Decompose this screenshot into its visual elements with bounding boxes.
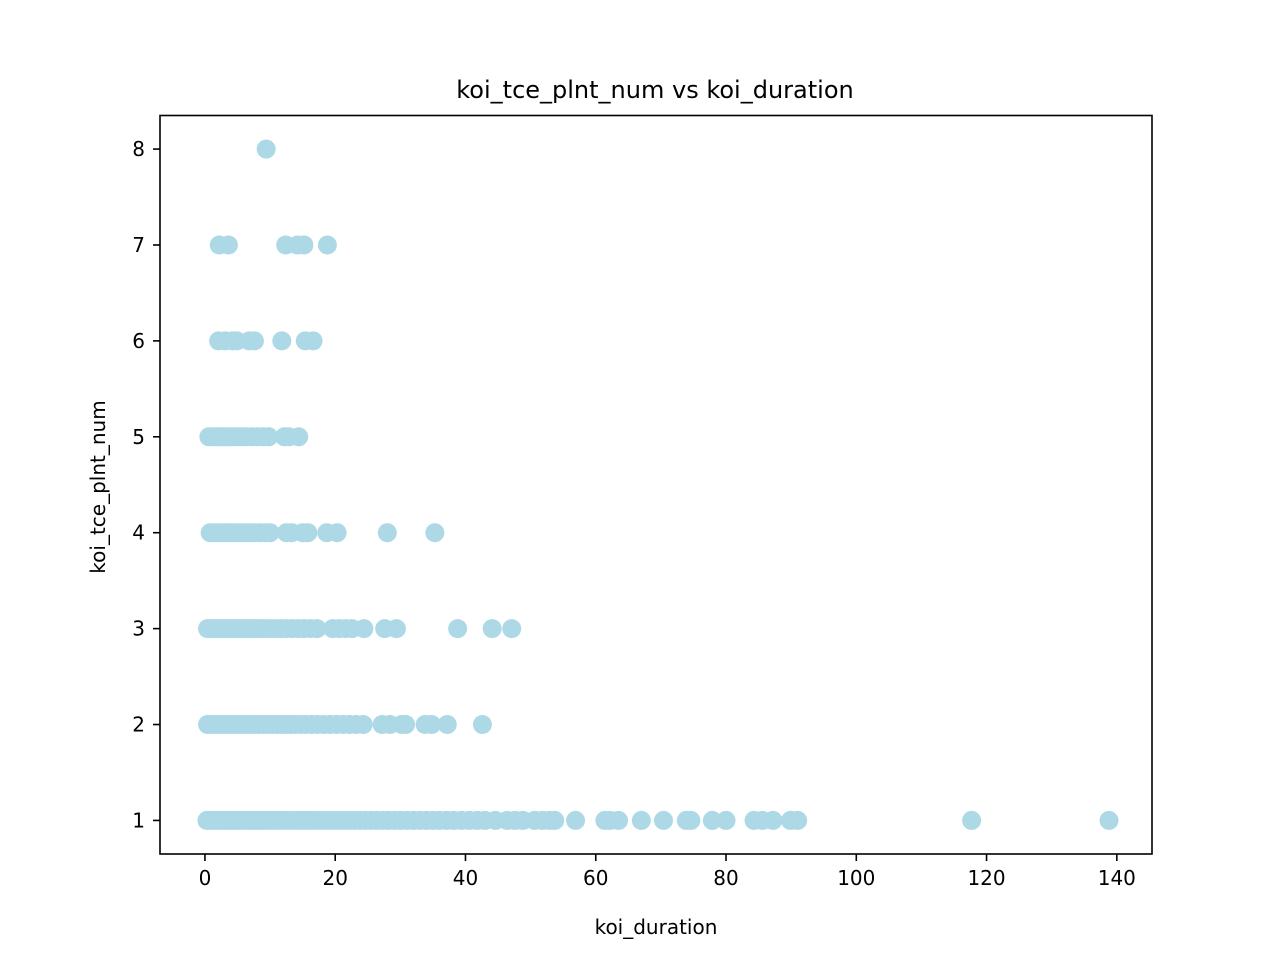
- y-tick-label: 3: [132, 617, 145, 641]
- data-point: [545, 810, 565, 830]
- data-point: [317, 235, 337, 255]
- data-point: [377, 523, 397, 543]
- y-tick-label: 5: [132, 425, 145, 449]
- data-point: [631, 810, 651, 830]
- data-point: [272, 331, 292, 351]
- x-axis-label: koi_duration: [595, 915, 718, 939]
- data-point: [354, 619, 374, 639]
- data-point: [716, 810, 736, 830]
- chart-title: koi_tce_plnt_num vs koi_duration: [456, 76, 853, 104]
- x-tick-label: 20: [322, 866, 347, 890]
- data-point: [289, 427, 309, 447]
- data-point: [386, 619, 406, 639]
- data-point: [448, 619, 468, 639]
- data-point: [353, 715, 373, 735]
- x-tick-label: 60: [583, 866, 608, 890]
- plot-frame: [159, 114, 1153, 855]
- y-tick-label: 1: [132, 808, 145, 832]
- data-point: [653, 810, 673, 830]
- data-point: [1099, 810, 1119, 830]
- y-tick-label: 6: [132, 329, 145, 353]
- y-axis: 1 2 3 4 5 6 7 8: [132, 137, 160, 832]
- y-axis-label: koi_tce_plnt_num: [86, 400, 110, 573]
- data-point: [307, 619, 327, 639]
- data-point: [962, 810, 982, 830]
- data-point: [702, 810, 722, 830]
- data-point: [260, 523, 280, 543]
- data-point: [422, 715, 442, 735]
- data-point: [294, 235, 314, 255]
- data-point: [609, 810, 629, 830]
- x-tick-label: 120: [967, 866, 1005, 890]
- data-point: [256, 139, 276, 159]
- x-tick-label: 100: [837, 866, 875, 890]
- data-point: [425, 523, 445, 543]
- x-tick-label: 80: [713, 866, 738, 890]
- x-axis: 0 20 40 60 80 100 120 140: [199, 854, 1136, 890]
- data-point: [437, 715, 457, 735]
- x-tick-label: 40: [453, 866, 478, 890]
- data-point: [763, 810, 783, 830]
- data-point: [396, 715, 416, 735]
- x-tick-label: 140: [1098, 866, 1136, 890]
- data-point: [303, 331, 323, 351]
- data-point: [259, 427, 279, 447]
- data-point: [482, 619, 502, 639]
- data-point: [244, 331, 264, 351]
- data-point: [298, 523, 318, 543]
- points-layer: [197, 139, 1119, 830]
- y-tick-label: 7: [132, 233, 145, 257]
- data-point: [566, 810, 586, 830]
- x-tick-label: 0: [199, 866, 212, 890]
- data-point: [681, 810, 701, 830]
- data-point: [472, 715, 492, 735]
- data-point: [502, 619, 522, 639]
- data-point: [327, 523, 347, 543]
- y-tick-label: 8: [132, 137, 145, 161]
- y-tick-label: 2: [132, 713, 145, 737]
- data-point: [788, 810, 808, 830]
- y-tick-label: 4: [132, 521, 145, 545]
- data-point: [218, 235, 238, 255]
